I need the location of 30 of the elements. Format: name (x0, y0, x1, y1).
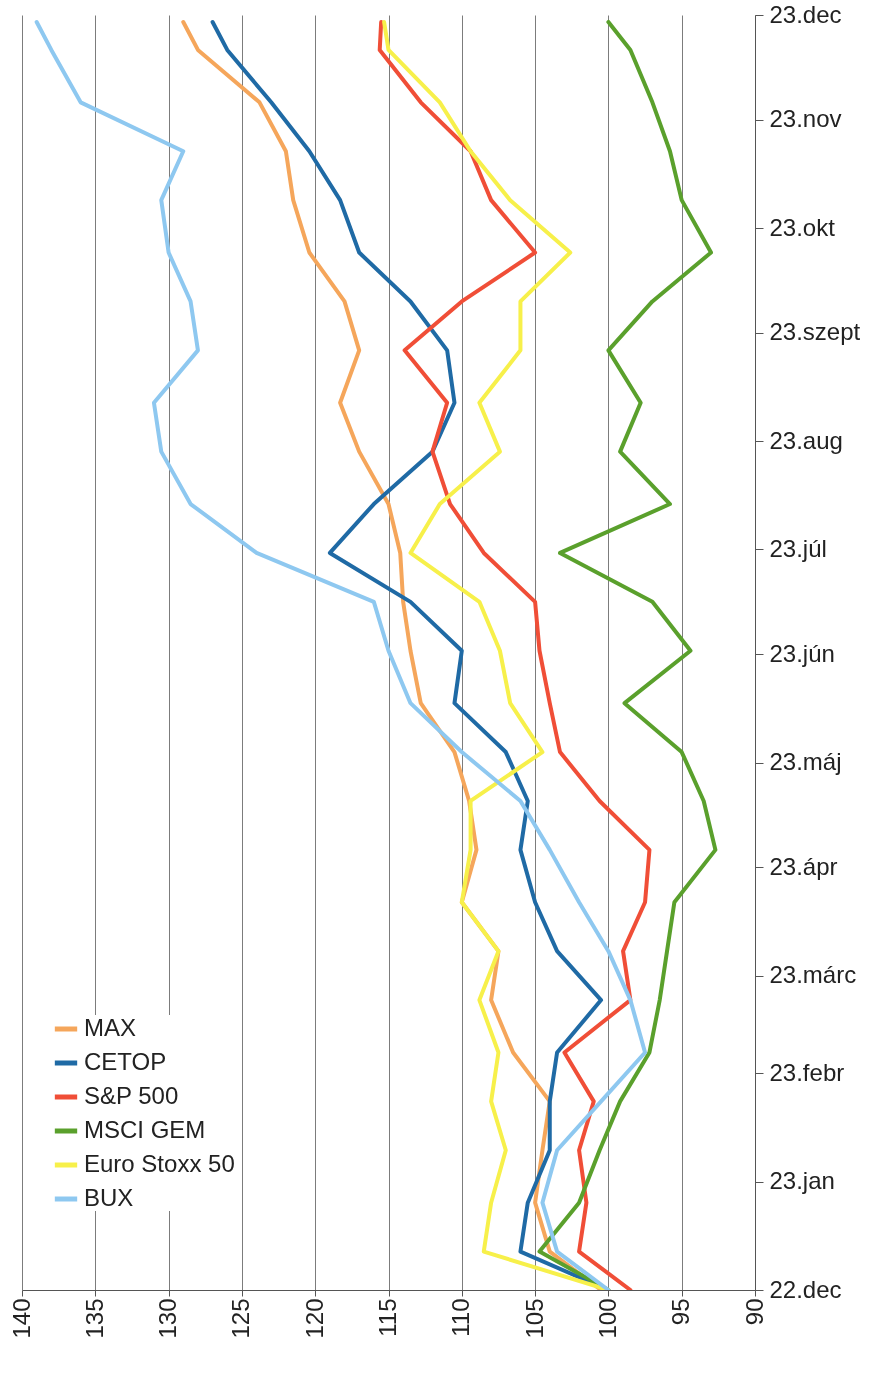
x-tick-label: 120 (300, 1298, 328, 1339)
y-tick-label: 23.jún (769, 639, 835, 667)
x-tick-label: 110 (447, 1298, 475, 1337)
legend-label: MSCI GEM (84, 1116, 206, 1143)
x-tick-label: 115 (374, 1298, 401, 1337)
legend-label: Euro Stoxx 50 (84, 1150, 235, 1177)
x-tick-label: 95 (667, 1298, 695, 1326)
y-tick-label: 23.máj (769, 748, 842, 776)
x-tick-label: 100 (593, 1298, 621, 1339)
x-tick-label: 130 (154, 1298, 182, 1339)
y-tick-label: 23.dec (769, 0, 842, 28)
legend-label: MAX (84, 1014, 137, 1041)
legend-label: CETOP (84, 1048, 167, 1075)
y-tick-label: 22.dec (769, 1275, 842, 1303)
x-tick-label: 140 (7, 1298, 35, 1339)
y-tick-label: 23.ápr (769, 852, 838, 880)
y-tick-label: 23.aug (769, 426, 843, 454)
x-tick-label: 105 (520, 1298, 548, 1339)
y-tick-label: 23.márc (769, 961, 857, 989)
y-tick-label: 23.okt (769, 213, 836, 241)
x-tick-label: 135 (80, 1298, 108, 1339)
legend-label: BUX (84, 1184, 134, 1211)
y-tick-label: 23.jan (769, 1167, 835, 1195)
y-tick-label: 23.nov (769, 105, 842, 133)
y-tick-label: 23.júl (769, 534, 827, 562)
legend-label: S&P 500 (84, 1082, 179, 1109)
y-tick-label: 23.szept (769, 318, 861, 346)
x-tick-label: 90 (740, 1298, 768, 1326)
x-tick-label: 125 (227, 1298, 255, 1339)
y-tick-label: 23.febr (769, 1058, 845, 1086)
